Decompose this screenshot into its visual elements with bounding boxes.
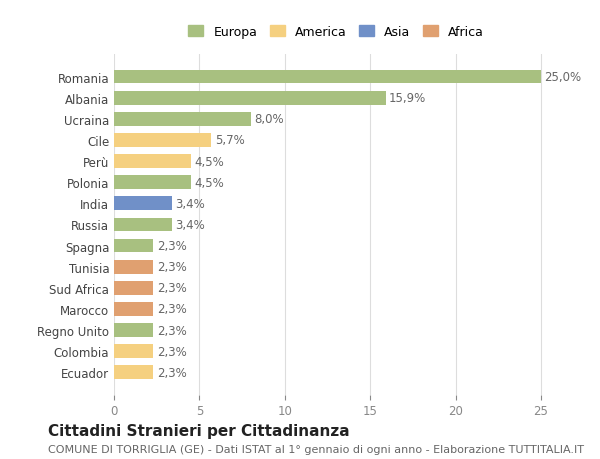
Text: 2,3%: 2,3% [157,366,187,379]
Bar [114,345,153,358]
Bar [114,112,251,126]
Bar [114,92,386,105]
Bar [114,302,153,316]
Bar [114,71,541,84]
Text: 2,3%: 2,3% [157,282,187,295]
Text: COMUNE DI TORRIGLIA (GE) - Dati ISTAT al 1° gennaio di ogni anno - Elaborazione : COMUNE DI TORRIGLIA (GE) - Dati ISTAT al… [48,444,584,454]
Text: 2,3%: 2,3% [157,240,187,252]
Text: 2,3%: 2,3% [157,324,187,337]
Text: 3,4%: 3,4% [175,218,205,231]
Text: Cittadini Stranieri per Cittadinanza: Cittadini Stranieri per Cittadinanza [48,423,350,438]
Text: 8,0%: 8,0% [254,113,284,126]
Text: 2,3%: 2,3% [157,345,187,358]
Bar [114,260,153,274]
Text: 5,7%: 5,7% [215,134,245,147]
Bar [114,134,211,147]
Text: 4,5%: 4,5% [194,176,224,189]
Text: 2,3%: 2,3% [157,303,187,316]
Bar [114,239,153,253]
Bar [114,155,191,168]
Bar [114,366,153,379]
Text: 2,3%: 2,3% [157,261,187,274]
Bar [114,176,191,190]
Text: 25,0%: 25,0% [544,71,581,84]
Text: 15,9%: 15,9% [389,92,426,105]
Bar [114,218,172,232]
Bar [114,281,153,295]
Text: 4,5%: 4,5% [194,155,224,168]
Legend: Europa, America, Asia, Africa: Europa, America, Asia, Africa [184,21,488,44]
Bar [114,197,172,211]
Text: 3,4%: 3,4% [175,197,205,210]
Bar [114,324,153,337]
